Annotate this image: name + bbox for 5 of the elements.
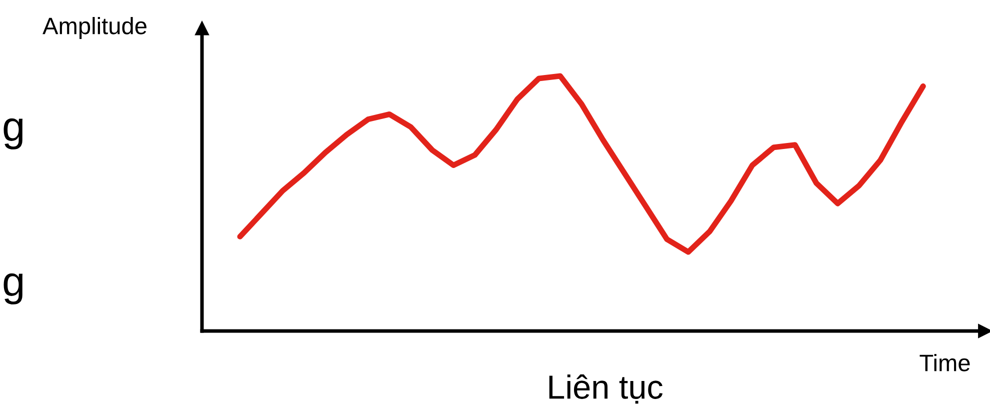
text: Liên tục — [549, 374, 662, 404]
x-axis-title: Time — [920, 354, 970, 372]
y-axis-title: Amplitude — [42, 16, 146, 40]
text: g — [4, 118, 22, 150]
text: g — [4, 273, 22, 304]
